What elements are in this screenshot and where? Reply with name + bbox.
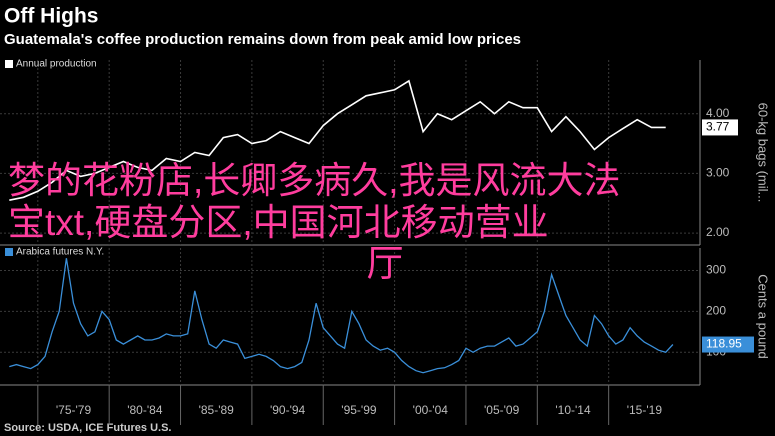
x-tick-label: '75-'79: [56, 403, 92, 417]
line: [9, 258, 674, 374]
x-tick-label: '10-'14: [555, 403, 591, 417]
y-tick-label: 200: [706, 304, 726, 318]
line: [9, 79, 666, 201]
x-tick-label: '15-'19: [627, 403, 663, 417]
source: Source: USDA, ICE Futures U.S.: [4, 422, 171, 434]
x-tick-label: '95-'99: [341, 403, 377, 417]
x-tick-label: '90-'94: [270, 403, 306, 417]
value-label: 118.95: [706, 337, 742, 351]
value-label-box: [702, 119, 738, 136]
y-tick-label: 4.00: [706, 106, 730, 120]
y-tick-label: 2.00: [706, 225, 730, 239]
overlay-text: 厅: [367, 243, 404, 284]
legend-swatch: [5, 60, 13, 68]
chart-title: Off Highs: [4, 5, 99, 28]
x-tick-label: '85-'89: [199, 403, 235, 417]
x-tick-label: '00-'04: [413, 403, 449, 417]
value-label: 3.77: [706, 120, 730, 134]
legend-label: Arabica futures N.Y.: [16, 247, 104, 258]
x-tick-label: '05-'09: [484, 403, 520, 417]
y-tick-label: 3.00: [706, 166, 730, 180]
value-label-box: [702, 336, 754, 353]
y-axis-title: Cents a pound: [756, 274, 771, 359]
legend-swatch: [5, 248, 13, 256]
y-axis-title: 60-kg bags (mil...: [756, 103, 771, 203]
overlay-text: 梦的花粉店,长卿多病久,我是风流大法: [8, 160, 621, 201]
chart-subtitle: Guatemala's coffee production remains do…: [4, 31, 521, 48]
overlay-text: 宝txt,硬盘分区,中国河北移动营业: [8, 202, 549, 243]
legend-label: Annual production: [16, 59, 97, 70]
y-tick-label: 300: [706, 263, 726, 277]
x-tick-label: '80-'84: [127, 403, 163, 417]
